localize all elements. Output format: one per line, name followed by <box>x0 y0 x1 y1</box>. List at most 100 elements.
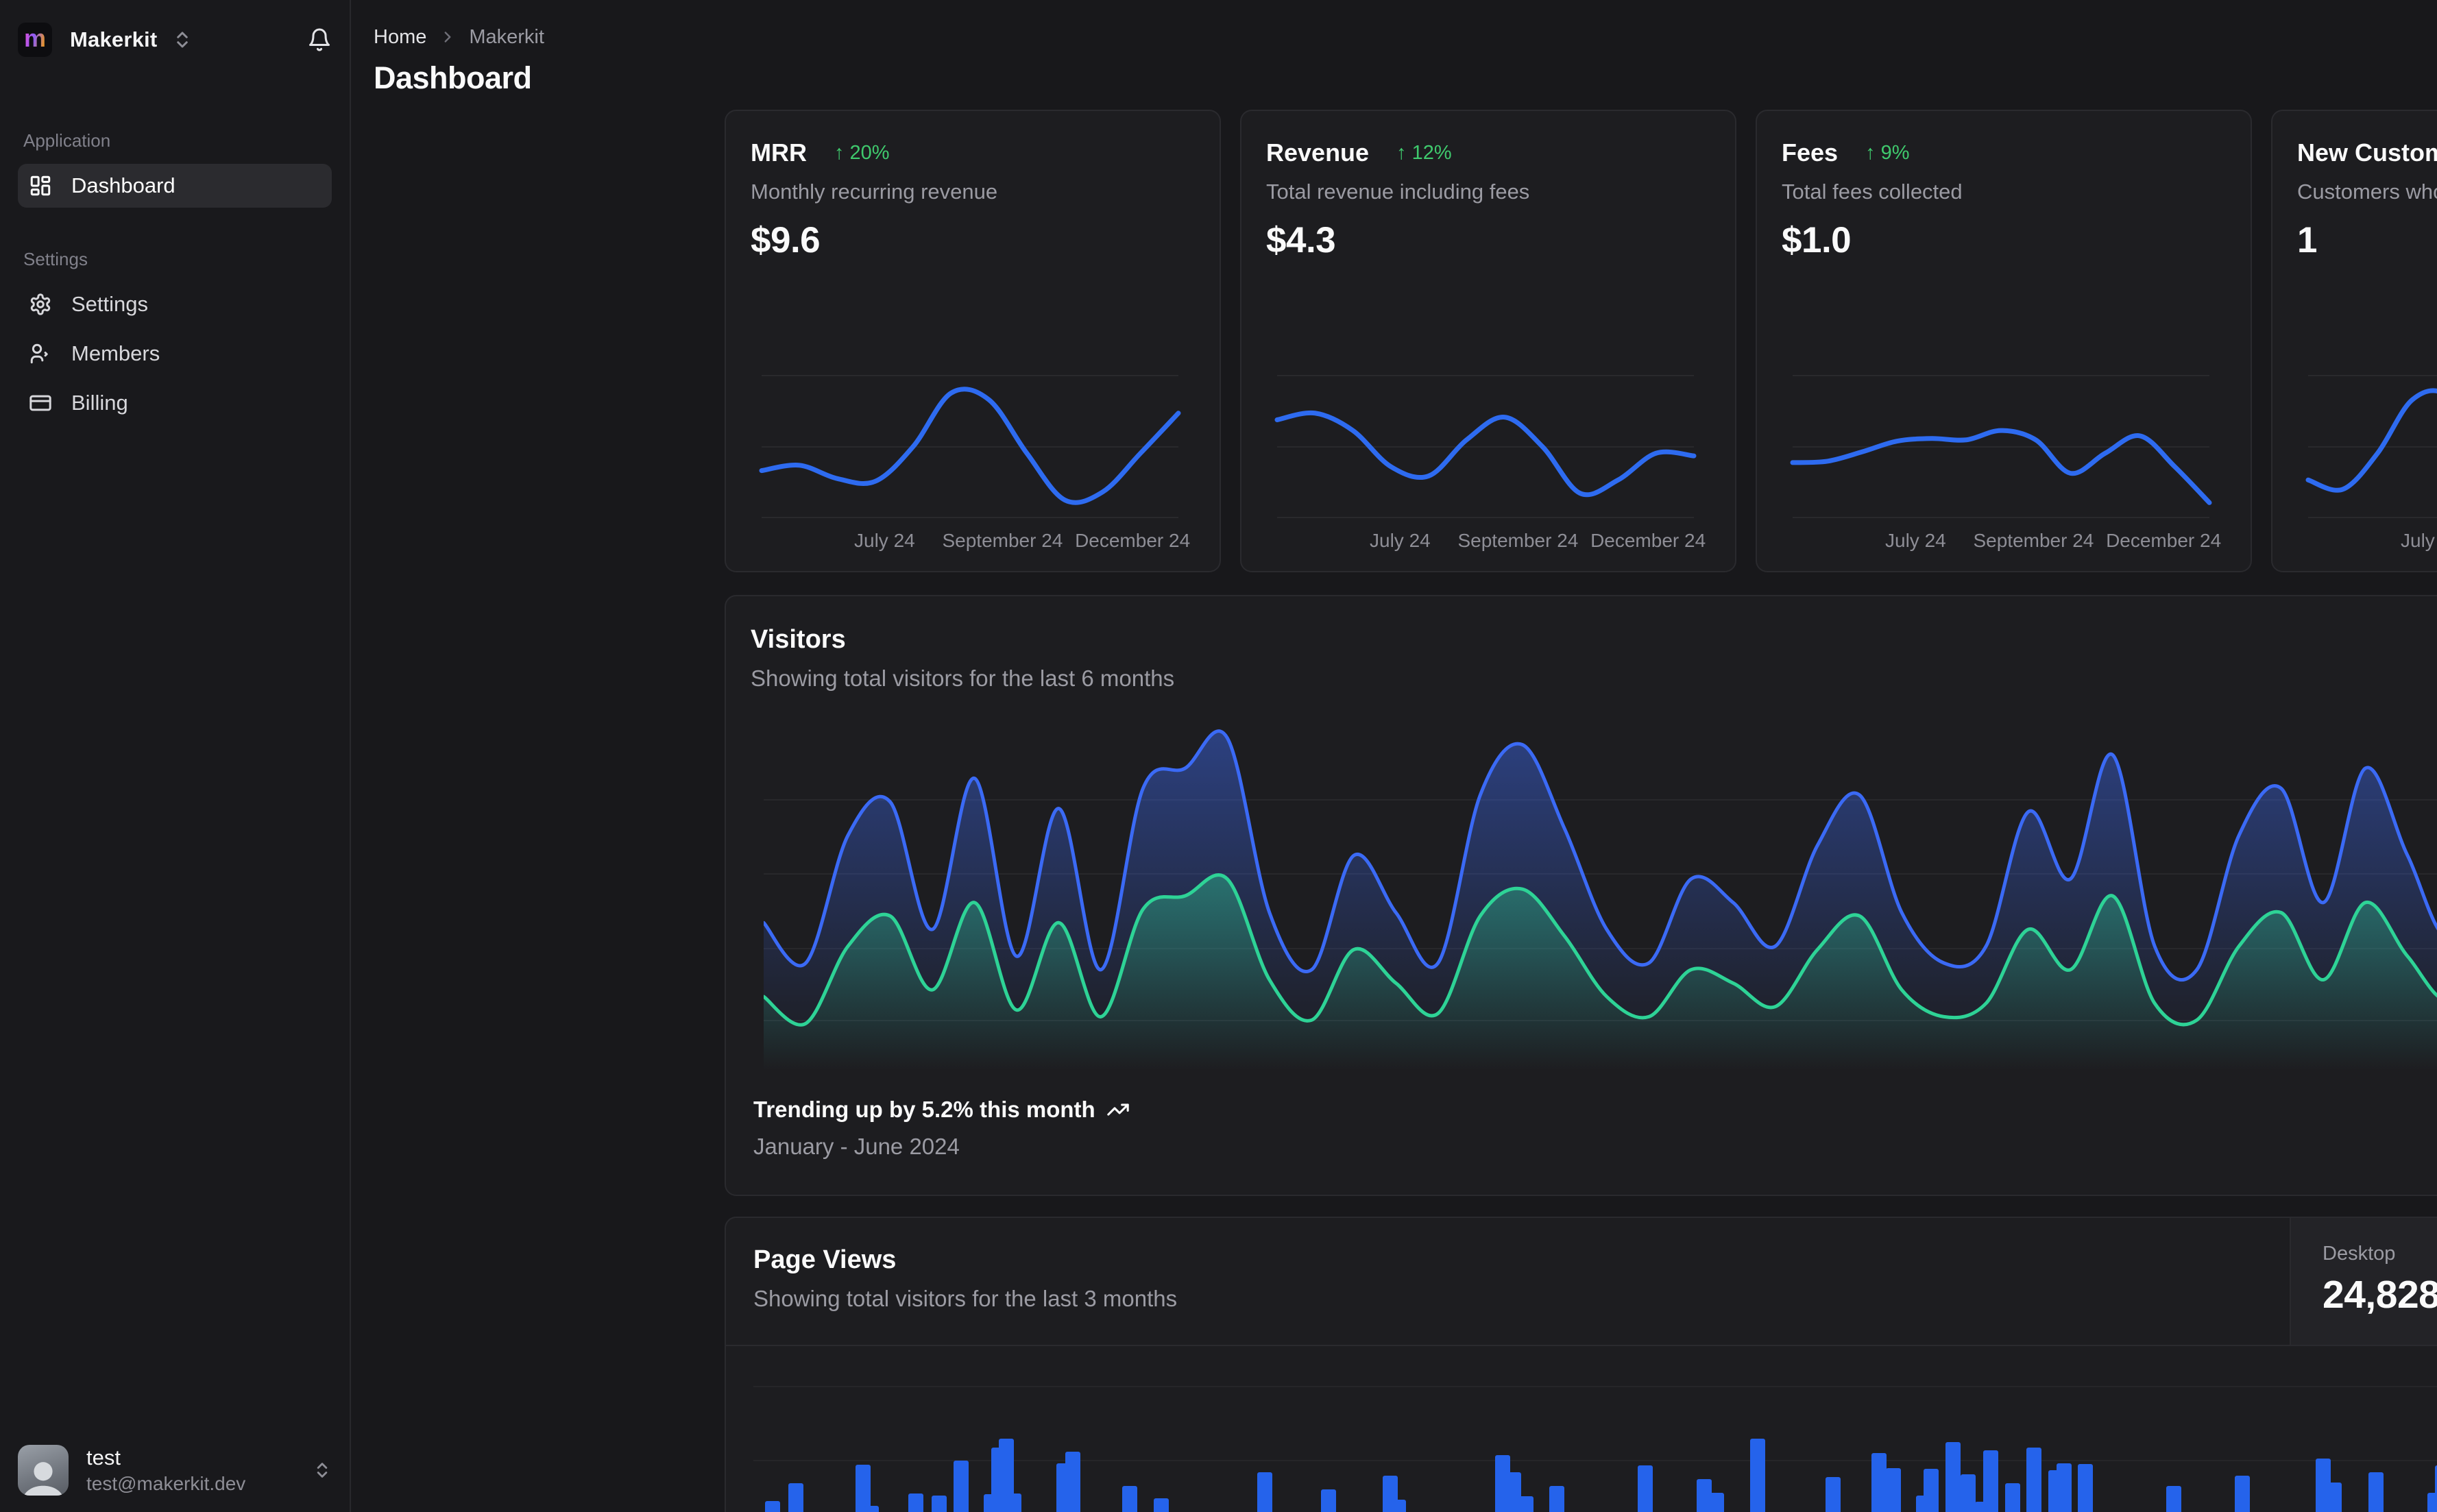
user-email: test@makerkit.dev <box>86 1472 246 1494</box>
avatar <box>18 1445 69 1496</box>
bar <box>2057 1463 2072 1512</box>
bar <box>2078 1464 2093 1512</box>
sparkline-chart <box>1274 373 1697 520</box>
stat-value: $1.0 <box>1782 220 1852 260</box>
bar <box>1549 1486 1564 1512</box>
bar <box>1154 1498 1169 1512</box>
axis-tick-label: July 24 <box>2401 530 2437 551</box>
arrow-up-icon: ↑ <box>1865 141 1876 164</box>
bar <box>932 1496 947 1512</box>
bar <box>1506 1472 1521 1512</box>
bar <box>2427 1493 2437 1512</box>
sidebar-nav: Application Dashboard Settings Settings … <box>18 130 332 430</box>
trending-up-icon <box>1106 1098 1130 1121</box>
stat-value: $4.3 <box>1266 220 1336 260</box>
chevron-right-icon <box>439 28 457 46</box>
visitors-area-chart <box>762 728 2437 1071</box>
sidebar-item-dashboard[interactable]: Dashboard <box>18 164 332 208</box>
visitors-title: Visitors <box>751 625 846 654</box>
stat-card-revenue: Revenue ↑ 12% Total revenue including fee… <box>1240 110 1736 572</box>
page-views-title: Page Views <box>753 1245 897 1274</box>
bar <box>2026 1448 2041 1512</box>
sparkline-axis-labels: July 24 September 24 December 24 <box>1277 520 1706 552</box>
bar <box>856 1465 871 1512</box>
stat-card-fees: Fees ↑ 9% Total fees collected $1.0 July … <box>1756 110 2252 572</box>
stat-title: New Customers <box>2297 138 2437 167</box>
sidebar-item-members[interactable]: Members <box>18 332 332 376</box>
stat-cards-row: MRR ↑ 20% Monthly recurring revenue $9.6 … <box>725 110 2437 572</box>
toggle-label: Desktop <box>2323 1243 2396 1265</box>
bar <box>1945 1442 1961 1512</box>
visitors-trend-text: Trending up by 5.2% this month <box>753 1097 1095 1122</box>
breadcrumb: Home Makerkit <box>374 23 2416 51</box>
axis-tick-label: July 24 <box>854 530 915 551</box>
toggle-desktop[interactable]: Desktop 24,828 <box>2290 1218 2437 1345</box>
visitors-footer: Trending up by 5.2% this month January -… <box>753 1097 1130 1160</box>
stat-title: Revenue <box>1266 138 1370 167</box>
bar <box>1321 1489 1336 1512</box>
page-views-card: Page Views Showing total visitors for th… <box>725 1217 2437 1512</box>
sparkline-axis-labels: July 24 September 24 December 24 <box>1793 520 2221 552</box>
user-menu[interactable]: test test@makerkit.dev <box>18 1445 332 1496</box>
bar <box>1924 1469 1939 1512</box>
bar <box>1750 1439 1765 1512</box>
sidebar-item-billing[interactable]: Billing <box>18 381 332 425</box>
stat-value: $9.6 <box>751 220 821 260</box>
bar <box>788 1483 803 1512</box>
layout-dashboard-icon <box>29 174 53 197</box>
bar <box>864 1506 879 1512</box>
makerkit-logo: m <box>18 23 52 57</box>
main-content: Home Makerkit Dashboard MRR ↑ 20% Monthly… <box>351 0 2437 1512</box>
bar <box>1697 1479 1712 1512</box>
gear-icon <box>29 293 53 316</box>
nav-section-settings: Settings <box>23 249 88 269</box>
bar <box>1065 1452 1080 1512</box>
sparkline-chart <box>2305 373 2437 520</box>
axis-tick-label: September 24 <box>1457 530 1579 551</box>
sidebar-item-settings[interactable]: Settings <box>18 282 332 326</box>
bar <box>765 1501 780 1512</box>
axis-tick-label: July 24 <box>1370 530 1431 551</box>
brand-name: Makerkit <box>70 27 158 51</box>
breadcrumb-home-link[interactable]: Home <box>374 25 427 48</box>
visitors-card: Visitors Showing total visitors for the … <box>725 595 2437 1196</box>
stat-value: 1 <box>2297 220 2317 260</box>
bar <box>908 1493 923 1512</box>
sparkline-axis-labels: July 24 September 24 December 24 <box>762 520 1190 552</box>
page-title: Dashboard <box>374 60 532 95</box>
trend-badge: ↑ 9% <box>1865 141 1910 164</box>
bar <box>1826 1477 1841 1512</box>
arrow-up-icon: ↑ <box>1396 141 1407 164</box>
bar <box>1871 1453 1887 1512</box>
sparkline-chart <box>759 373 1181 520</box>
notifications-bell-icon[interactable] <box>307 27 332 52</box>
bar <box>2235 1476 2250 1512</box>
axis-tick-label: September 24 <box>942 530 1063 551</box>
bar <box>1122 1486 1137 1512</box>
bar <box>1006 1493 1021 1512</box>
bar <box>2368 1472 2384 1512</box>
bar <box>2166 1486 2181 1512</box>
bar <box>2005 1483 2020 1512</box>
workspace-selector[interactable]: m Makerkit <box>18 21 332 59</box>
arrow-up-icon: ↑ <box>834 141 845 164</box>
bar <box>1983 1450 1998 1512</box>
bar <box>1961 1474 1976 1512</box>
stat-description: Total fees collected <box>1782 180 1963 204</box>
stat-description: Customers who signed up this month <box>2297 180 2437 204</box>
page-views-bar-chart <box>726 1346 2437 1512</box>
bar <box>1391 1500 1406 1512</box>
sidebar: m Makerkit Application Dashboard Setting… <box>0 0 351 1512</box>
bar <box>1257 1472 1272 1512</box>
sparkline-axis-labels: July 24 September 24 December 24 <box>2308 520 2437 552</box>
sidebar-item-label: Members <box>71 341 160 365</box>
chevrons-up-down-icon <box>172 29 193 50</box>
bar <box>1518 1496 1533 1512</box>
axis-tick-label: December 24 <box>1075 530 1191 551</box>
chevrons-up-down-icon <box>313 1461 332 1480</box>
trend-badge: ↑ 12% <box>1396 141 1452 164</box>
stat-title: Fees <box>1782 138 1839 167</box>
page-views-description: Showing total visitors for the last 3 mo… <box>753 1286 1178 1311</box>
visitors-date-range: January - June 2024 <box>753 1134 960 1159</box>
trend-badge: ↑ 20% <box>834 141 890 164</box>
